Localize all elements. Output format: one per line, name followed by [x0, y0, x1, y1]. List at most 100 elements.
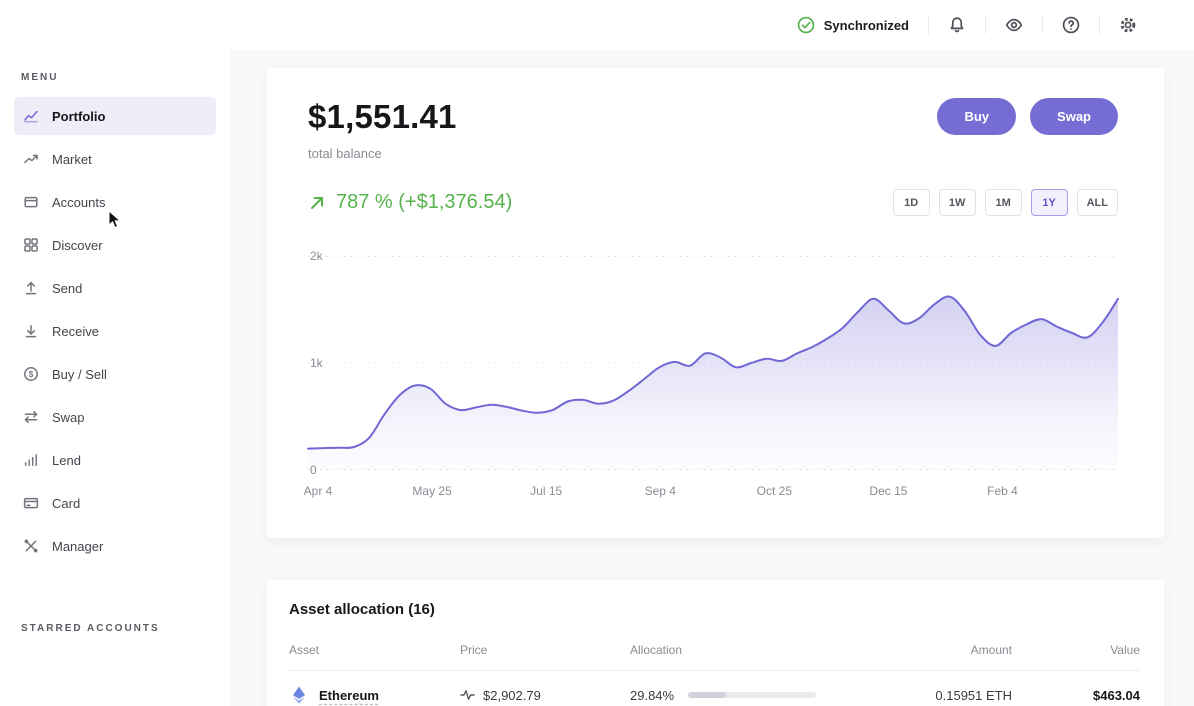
column-header-allocation: Allocation	[630, 643, 683, 657]
column-header-value: Value	[1110, 643, 1140, 657]
chart-line	[307, 295, 1119, 450]
asset-price: $2,902.79	[483, 687, 541, 703]
allocation-bar	[688, 692, 817, 698]
topbar-divider	[1099, 16, 1100, 34]
trend-up-arrow-icon	[311, 196, 323, 209]
sidebar-item-send[interactable]: Send	[14, 269, 216, 307]
table-row-ethereum[interactable]: Ethereum $2,902.79 29.84% 0.15951 ETH $4…	[289, 671, 1140, 706]
total-balance-value: $1,551.41	[308, 98, 457, 135]
arrow-up-icon	[25, 281, 37, 295]
x-axis-label: Oct 25	[756, 484, 793, 498]
column-header-amount: Amount	[970, 643, 1012, 657]
sidebar-item-label: Portfolio	[52, 108, 106, 124]
balance-block: $1,551.41 total balance	[308, 98, 457, 161]
wallet-icon	[24, 196, 38, 208]
portfolio-chart[interactable]: 2k 1k 0 Apr 4 May 25 Jul 15 Sep 4 Oct 25 Dec …	[304, 249, 1119, 518]
x-axis-label: Feb 4	[987, 484, 1018, 498]
topbar-divider	[928, 16, 929, 34]
y-axis-tick: 2k	[310, 249, 323, 263]
portfolio-chart-svg	[307, 256, 1119, 470]
range-button-all[interactable]: ALL	[1076, 189, 1118, 216]
balance-change: 787 % (+$1,376.54)	[308, 191, 512, 214]
sidebar-item-label: Buy / Sell	[52, 366, 107, 382]
sidebar-item-receive[interactable]: Receive	[14, 312, 216, 350]
swap-button[interactable]: Swap	[1030, 98, 1118, 135]
portfolio-card: $1,551.41 total balance Buy Swap 787 % (…	[267, 68, 1164, 538]
y-axis-tick: 1k	[310, 356, 323, 370]
buy-button[interactable]: Buy	[937, 98, 1017, 135]
sidebar-item-lend[interactable]: Lend	[14, 441, 216, 479]
allocation-table-header: Asset Price Allocation Amount Value	[289, 643, 1140, 671]
x-axis-label: May 25	[412, 484, 452, 498]
sidebar-item-label: Discover	[52, 237, 103, 253]
time-range-selector: 1D 1W 1M 1Y ALL	[892, 189, 1118, 216]
chart-area-fill	[308, 296, 1118, 470]
help-icon	[1062, 16, 1080, 34]
range-button-1m[interactable]: 1M	[984, 189, 1022, 216]
sidebar-item-label: Send	[52, 280, 83, 296]
allocation-cell: 29.84%	[630, 688, 832, 703]
sync-label: Synchronized	[823, 17, 909, 33]
check-circle-icon	[797, 16, 815, 34]
range-button-1y[interactable]: 1Y	[1030, 189, 1068, 216]
y-axis-tick: 0	[310, 463, 317, 477]
swap-arrows-icon	[24, 410, 38, 424]
sidebar-item-manager[interactable]: Manager	[14, 527, 216, 565]
sidebar-item-swap[interactable]: Swap	[14, 398, 216, 436]
sidebar-item-label: Card	[52, 495, 81, 511]
market-trend-icon	[24, 154, 38, 164]
sidebar-item-portfolio[interactable]: Portfolio	[14, 97, 216, 135]
range-button-1w[interactable]: 1W	[938, 189, 976, 216]
svg-text:$: $	[29, 370, 34, 379]
starred-accounts-label: STARRED ACCOUNTS	[21, 623, 160, 634]
arrow-down-icon	[25, 324, 37, 338]
dollar-circle-icon: $	[24, 367, 38, 381]
range-button-1d[interactable]: 1D	[892, 189, 930, 216]
portfolio-chart-icon	[24, 110, 38, 123]
sidebar-item-card[interactable]: Card	[14, 484, 216, 522]
eye-icon	[1005, 18, 1023, 32]
price-cell: $2,902.79	[460, 688, 630, 703]
topbar: Synchronized	[0, 0, 1194, 50]
menu-section-label: MENU	[21, 72, 59, 83]
x-axis-label: Apr 4	[303, 484, 333, 498]
sync-status: Synchronized	[778, 16, 928, 34]
allocation-bar-fill	[688, 692, 727, 698]
asset-cell: Ethereum	[289, 685, 460, 705]
x-axis-label: Sep 4	[644, 484, 676, 498]
settings-button[interactable]	[1100, 16, 1156, 34]
asset-value: $463.04	[1093, 687, 1140, 703]
sidebar-item-label: Accounts	[52, 194, 106, 210]
sidebar-item-label: Swap	[52, 409, 85, 425]
sidebar-item-label: Market	[52, 151, 92, 167]
asset-amount: 0.15951 ETH	[935, 687, 1012, 703]
sidebar-item-market[interactable]: Market	[14, 140, 216, 178]
sidebar-item-label: Lend	[52, 452, 81, 468]
column-header-price: Price	[460, 643, 488, 657]
balance-change-text: 787 % (+$1,376.54)	[336, 191, 513, 213]
x-axis-label: Dec 15	[869, 484, 908, 498]
column-header-asset: Asset	[289, 643, 320, 657]
sidebar-item-label: Receive	[52, 323, 99, 339]
tools-icon	[24, 539, 38, 553]
notifications-button[interactable]	[929, 16, 985, 34]
sparkline-icon	[460, 690, 475, 700]
sidebar: MENU Portfolio Market Accounts Discover …	[0, 50, 230, 706]
x-axis-label: Jul 15	[530, 484, 563, 498]
sidebar-item-discover[interactable]: Discover	[14, 226, 216, 264]
gear-icon	[1120, 17, 1136, 33]
grid-icon	[24, 238, 38, 252]
asset-allocation-card: Asset allocation (16) Asset Price Alloca…	[267, 580, 1164, 706]
asset-name: Ethereum	[319, 687, 379, 703]
sidebar-item-buy-sell[interactable]: $ Buy / Sell	[14, 355, 216, 393]
ethereum-logo-icon	[293, 686, 305, 704]
total-balance-caption: total balance	[308, 146, 382, 161]
main-content: $1,551.41 total balance Buy Swap 787 % (…	[230, 50, 1194, 706]
discreet-mode-button[interactable]	[986, 16, 1042, 34]
sidebar-item-label: Manager	[52, 538, 104, 554]
allocation-percent: 29.84%	[630, 687, 675, 703]
bars-growth-icon	[24, 454, 37, 467]
help-button[interactable]	[1043, 16, 1099, 34]
sidebar-item-accounts[interactable]: Accounts	[14, 183, 216, 221]
topbar-divider	[1042, 16, 1043, 34]
